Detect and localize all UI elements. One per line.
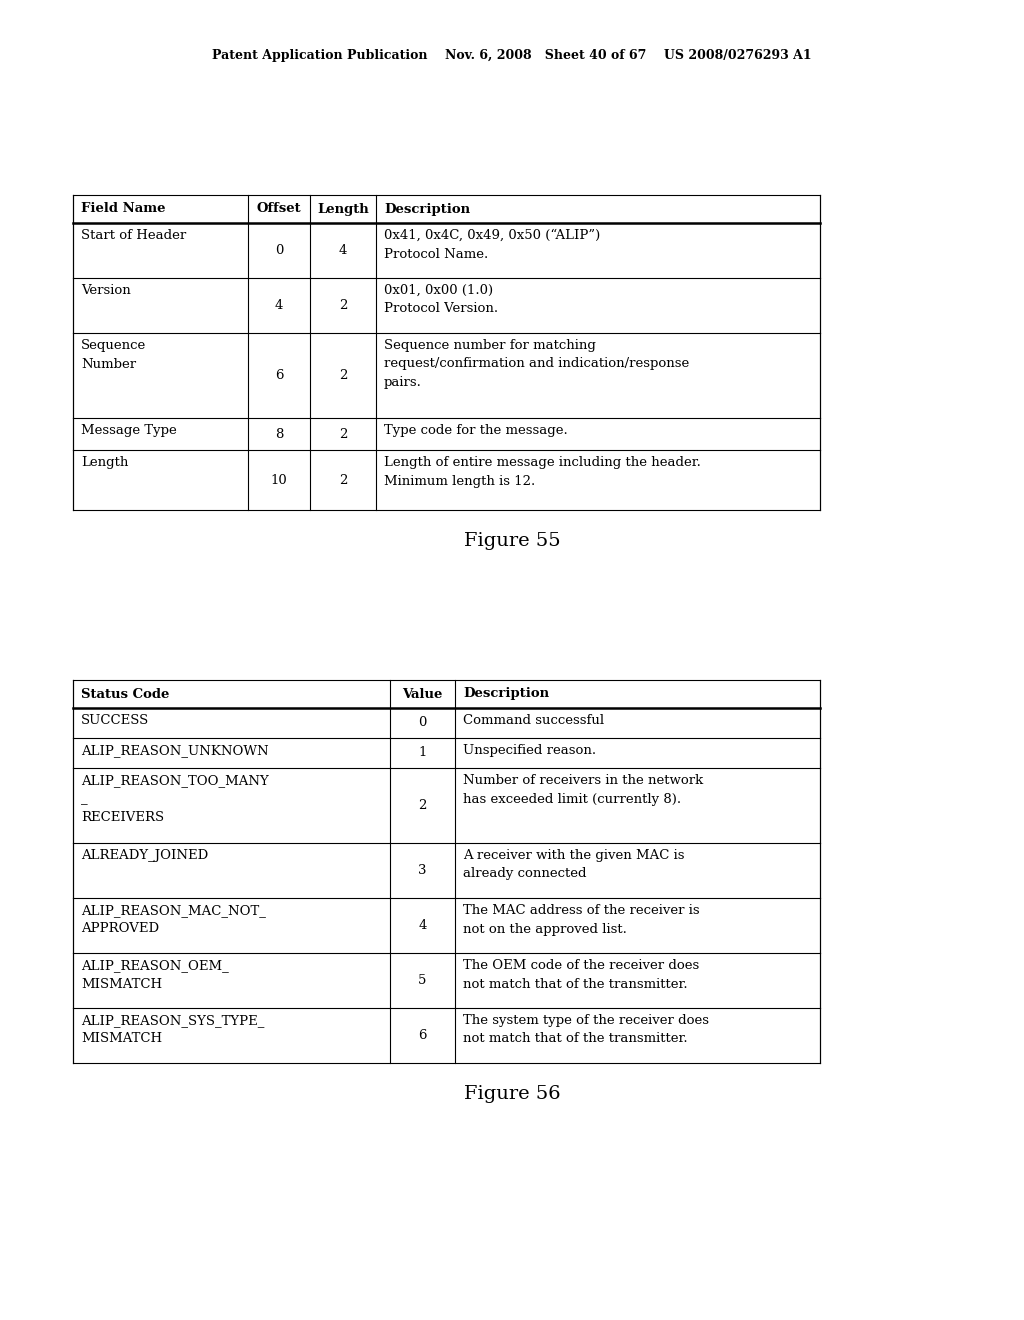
- Text: A receiver with the given MAC is
already connected: A receiver with the given MAC is already…: [463, 849, 684, 880]
- Text: Start of Header: Start of Header: [81, 228, 186, 242]
- Text: ALIP_REASON_MAC_NOT_
APPROVED: ALIP_REASON_MAC_NOT_ APPROVED: [81, 904, 266, 936]
- Text: ALREADY_JOINED: ALREADY_JOINED: [81, 849, 208, 862]
- Text: Field Name: Field Name: [81, 202, 166, 215]
- Text: Figure 56: Figure 56: [464, 1085, 560, 1104]
- Bar: [73, 418, 820, 450]
- Text: ALIP_REASON_TOO_MANY
_
RECEIVERS: ALIP_REASON_TOO_MANY _ RECEIVERS: [81, 774, 268, 824]
- Text: 0x41, 0x4C, 0x49, 0x50 (“ALIP”)
Protocol Name.: 0x41, 0x4C, 0x49, 0x50 (“ALIP”) Protocol…: [384, 228, 600, 260]
- Bar: [73, 333, 820, 418]
- Text: Type code for the message.: Type code for the message.: [384, 424, 567, 437]
- Text: 4: 4: [274, 300, 284, 312]
- Text: 0: 0: [274, 244, 284, 257]
- Text: 8: 8: [274, 428, 284, 441]
- Text: Value: Value: [402, 688, 442, 701]
- Bar: [73, 680, 820, 708]
- Text: The MAC address of the receiver is
not on the approved list.: The MAC address of the receiver is not o…: [463, 904, 699, 936]
- Text: Command successful: Command successful: [463, 714, 604, 727]
- Text: Patent Application Publication    Nov. 6, 2008   Sheet 40 of 67    US 2008/02762: Patent Application Publication Nov. 6, 2…: [212, 49, 812, 62]
- Text: The OEM code of the receiver does
not match that of the transmitter.: The OEM code of the receiver does not ma…: [463, 960, 699, 990]
- Text: 2: 2: [339, 474, 347, 487]
- Text: 4: 4: [339, 244, 347, 257]
- Text: 2: 2: [339, 428, 347, 441]
- Text: 2: 2: [339, 300, 347, 312]
- Bar: [73, 768, 820, 843]
- Bar: [73, 843, 820, 898]
- Text: Version: Version: [81, 284, 131, 297]
- Bar: [73, 279, 820, 333]
- Bar: [73, 738, 820, 768]
- Bar: [73, 450, 820, 510]
- Text: Sequence number for matching
request/confirmation and indication/response
pairs.: Sequence number for matching request/con…: [384, 339, 689, 389]
- Text: Status Code: Status Code: [81, 688, 169, 701]
- Text: Number of receivers in the network
has exceeded limit (currently 8).: Number of receivers in the network has e…: [463, 774, 703, 805]
- Text: Offset: Offset: [257, 202, 301, 215]
- Text: Unspecified reason.: Unspecified reason.: [463, 744, 596, 756]
- Text: 10: 10: [270, 474, 288, 487]
- Text: ALIP_REASON_OEM_
MISMATCH: ALIP_REASON_OEM_ MISMATCH: [81, 960, 228, 990]
- Text: Length of entire message including the header.
Minimum length is 12.: Length of entire message including the h…: [384, 455, 700, 487]
- Text: 3: 3: [418, 865, 427, 876]
- Text: ALIP_REASON_SYS_TYPE_
MISMATCH: ALIP_REASON_SYS_TYPE_ MISMATCH: [81, 1014, 264, 1045]
- Text: Length: Length: [81, 455, 128, 469]
- Bar: [73, 953, 820, 1008]
- Text: Figure 55: Figure 55: [464, 532, 560, 550]
- Text: 2: 2: [339, 370, 347, 381]
- Bar: [73, 195, 820, 223]
- Bar: [73, 223, 820, 279]
- Text: 0: 0: [419, 717, 427, 730]
- Text: Length: Length: [317, 202, 369, 215]
- Text: 4: 4: [419, 919, 427, 932]
- Text: Message Type: Message Type: [81, 424, 177, 437]
- Bar: [73, 708, 820, 738]
- Bar: [73, 898, 820, 953]
- Text: The system type of the receiver does
not match that of the transmitter.: The system type of the receiver does not…: [463, 1014, 709, 1045]
- Bar: [73, 1008, 820, 1063]
- Text: 0x01, 0x00 (1.0)
Protocol Version.: 0x01, 0x00 (1.0) Protocol Version.: [384, 284, 498, 315]
- Text: Description: Description: [384, 202, 470, 215]
- Text: ALIP_REASON_UNKNOWN: ALIP_REASON_UNKNOWN: [81, 744, 268, 756]
- Text: 1: 1: [419, 747, 427, 759]
- Text: SUCCESS: SUCCESS: [81, 714, 150, 727]
- Text: Sequence
Number: Sequence Number: [81, 339, 146, 371]
- Text: Description: Description: [463, 688, 549, 701]
- Text: 5: 5: [419, 974, 427, 987]
- Text: 6: 6: [274, 370, 284, 381]
- Text: 2: 2: [419, 799, 427, 812]
- Text: 6: 6: [418, 1030, 427, 1041]
